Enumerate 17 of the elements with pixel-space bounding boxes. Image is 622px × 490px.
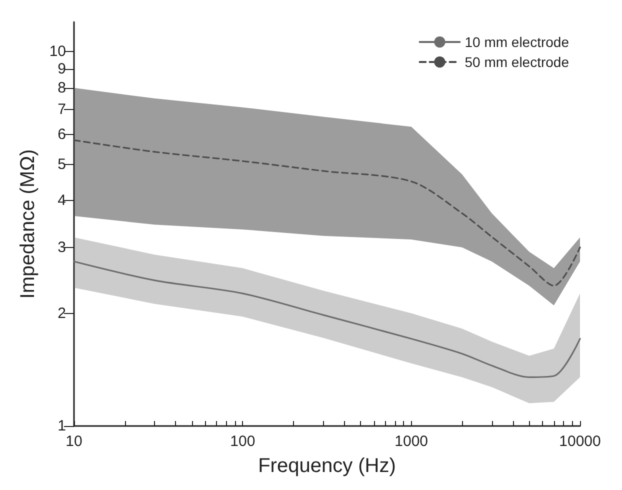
y-tick-label: 1 bbox=[58, 418, 66, 434]
y-tick-label: 6 bbox=[58, 126, 66, 144]
x-axis-title: Frequency (Hz) bbox=[258, 455, 396, 477]
y-axis-title: Impedance (MΩ) bbox=[17, 149, 39, 299]
y-tick-label: 7 bbox=[58, 101, 66, 118]
y-tick-label: 10 bbox=[49, 43, 66, 60]
y-tick-label: 9 bbox=[58, 60, 66, 78]
y-tick-label: 2 bbox=[58, 304, 66, 322]
y-tick-label: 4 bbox=[58, 192, 66, 210]
x-tick-label: 1000 bbox=[394, 433, 428, 450]
y-tick-label: 5 bbox=[58, 156, 66, 173]
legend-label: 50 mm electrode bbox=[464, 54, 570, 70]
y-tick-label: 3 bbox=[58, 238, 66, 256]
x-tick-label: 100 bbox=[230, 433, 256, 450]
legend-label: 10 mm electrode bbox=[464, 34, 570, 50]
x-tick-label: 10000 bbox=[559, 433, 601, 450]
y-tick-label: 8 bbox=[58, 79, 66, 96]
